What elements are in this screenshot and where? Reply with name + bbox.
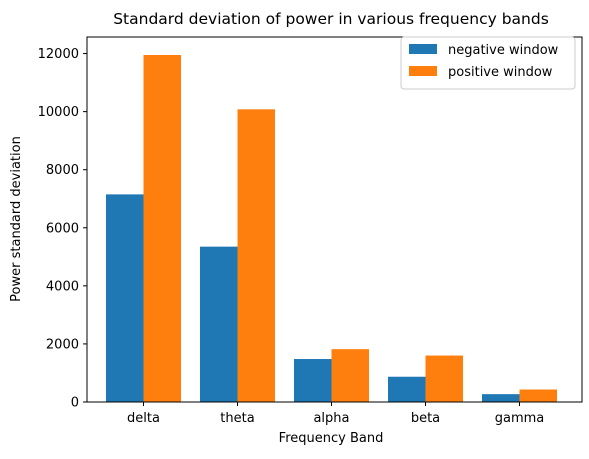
y-tick-label: 12000 [38,47,79,62]
x-tick-label: gamma [495,411,545,426]
bar-positive-window-delta [143,55,181,403]
y-tick-label: 6000 [46,221,79,236]
plot-frame [86,36,583,403]
x-tick-label: theta [220,411,254,426]
x-axis-ticks: delta theta alpha beta gamma [127,402,544,426]
legend-swatch-negative-window [409,44,437,54]
bar-positive-window-alpha [331,349,369,402]
bar-negative-window-delta [106,194,144,402]
y-tick-label: 8000 [46,163,79,178]
bars-layer [106,55,557,403]
x-axis-label: Frequency Band [279,431,384,446]
y-tick-label: 10000 [38,105,79,120]
legend-label-positive-window: positive window [448,65,553,80]
x-tick-label: alpha [313,411,349,426]
bar-positive-window-theta [237,109,275,402]
chart-title: Standard deviation of power in various f… [113,10,549,28]
bar-negative-window-alpha [294,359,332,402]
x-tick-label: delta [127,411,160,426]
y-axis-ticks: 0 2000 4000 6000 8000 10000 12000 [38,47,87,411]
bar-negative-window-gamma [482,394,520,402]
x-tick-label: beta [411,411,440,426]
legend: negative window positive window [400,36,576,90]
bar-positive-window-gamma [519,389,557,402]
y-tick-label: 4000 [46,279,79,294]
y-tick-label: 2000 [46,337,79,352]
bar-negative-window-theta [200,246,238,402]
legend-swatch-positive-window [409,66,437,76]
y-axis-label: Power standard deviation [9,136,24,302]
legend-frame [400,36,576,90]
bar-negative-window-beta [388,376,426,402]
bar-positive-window-beta [425,355,463,402]
legend-label-negative-window: negative window [448,43,559,58]
y-tick-label: 0 [71,396,79,411]
